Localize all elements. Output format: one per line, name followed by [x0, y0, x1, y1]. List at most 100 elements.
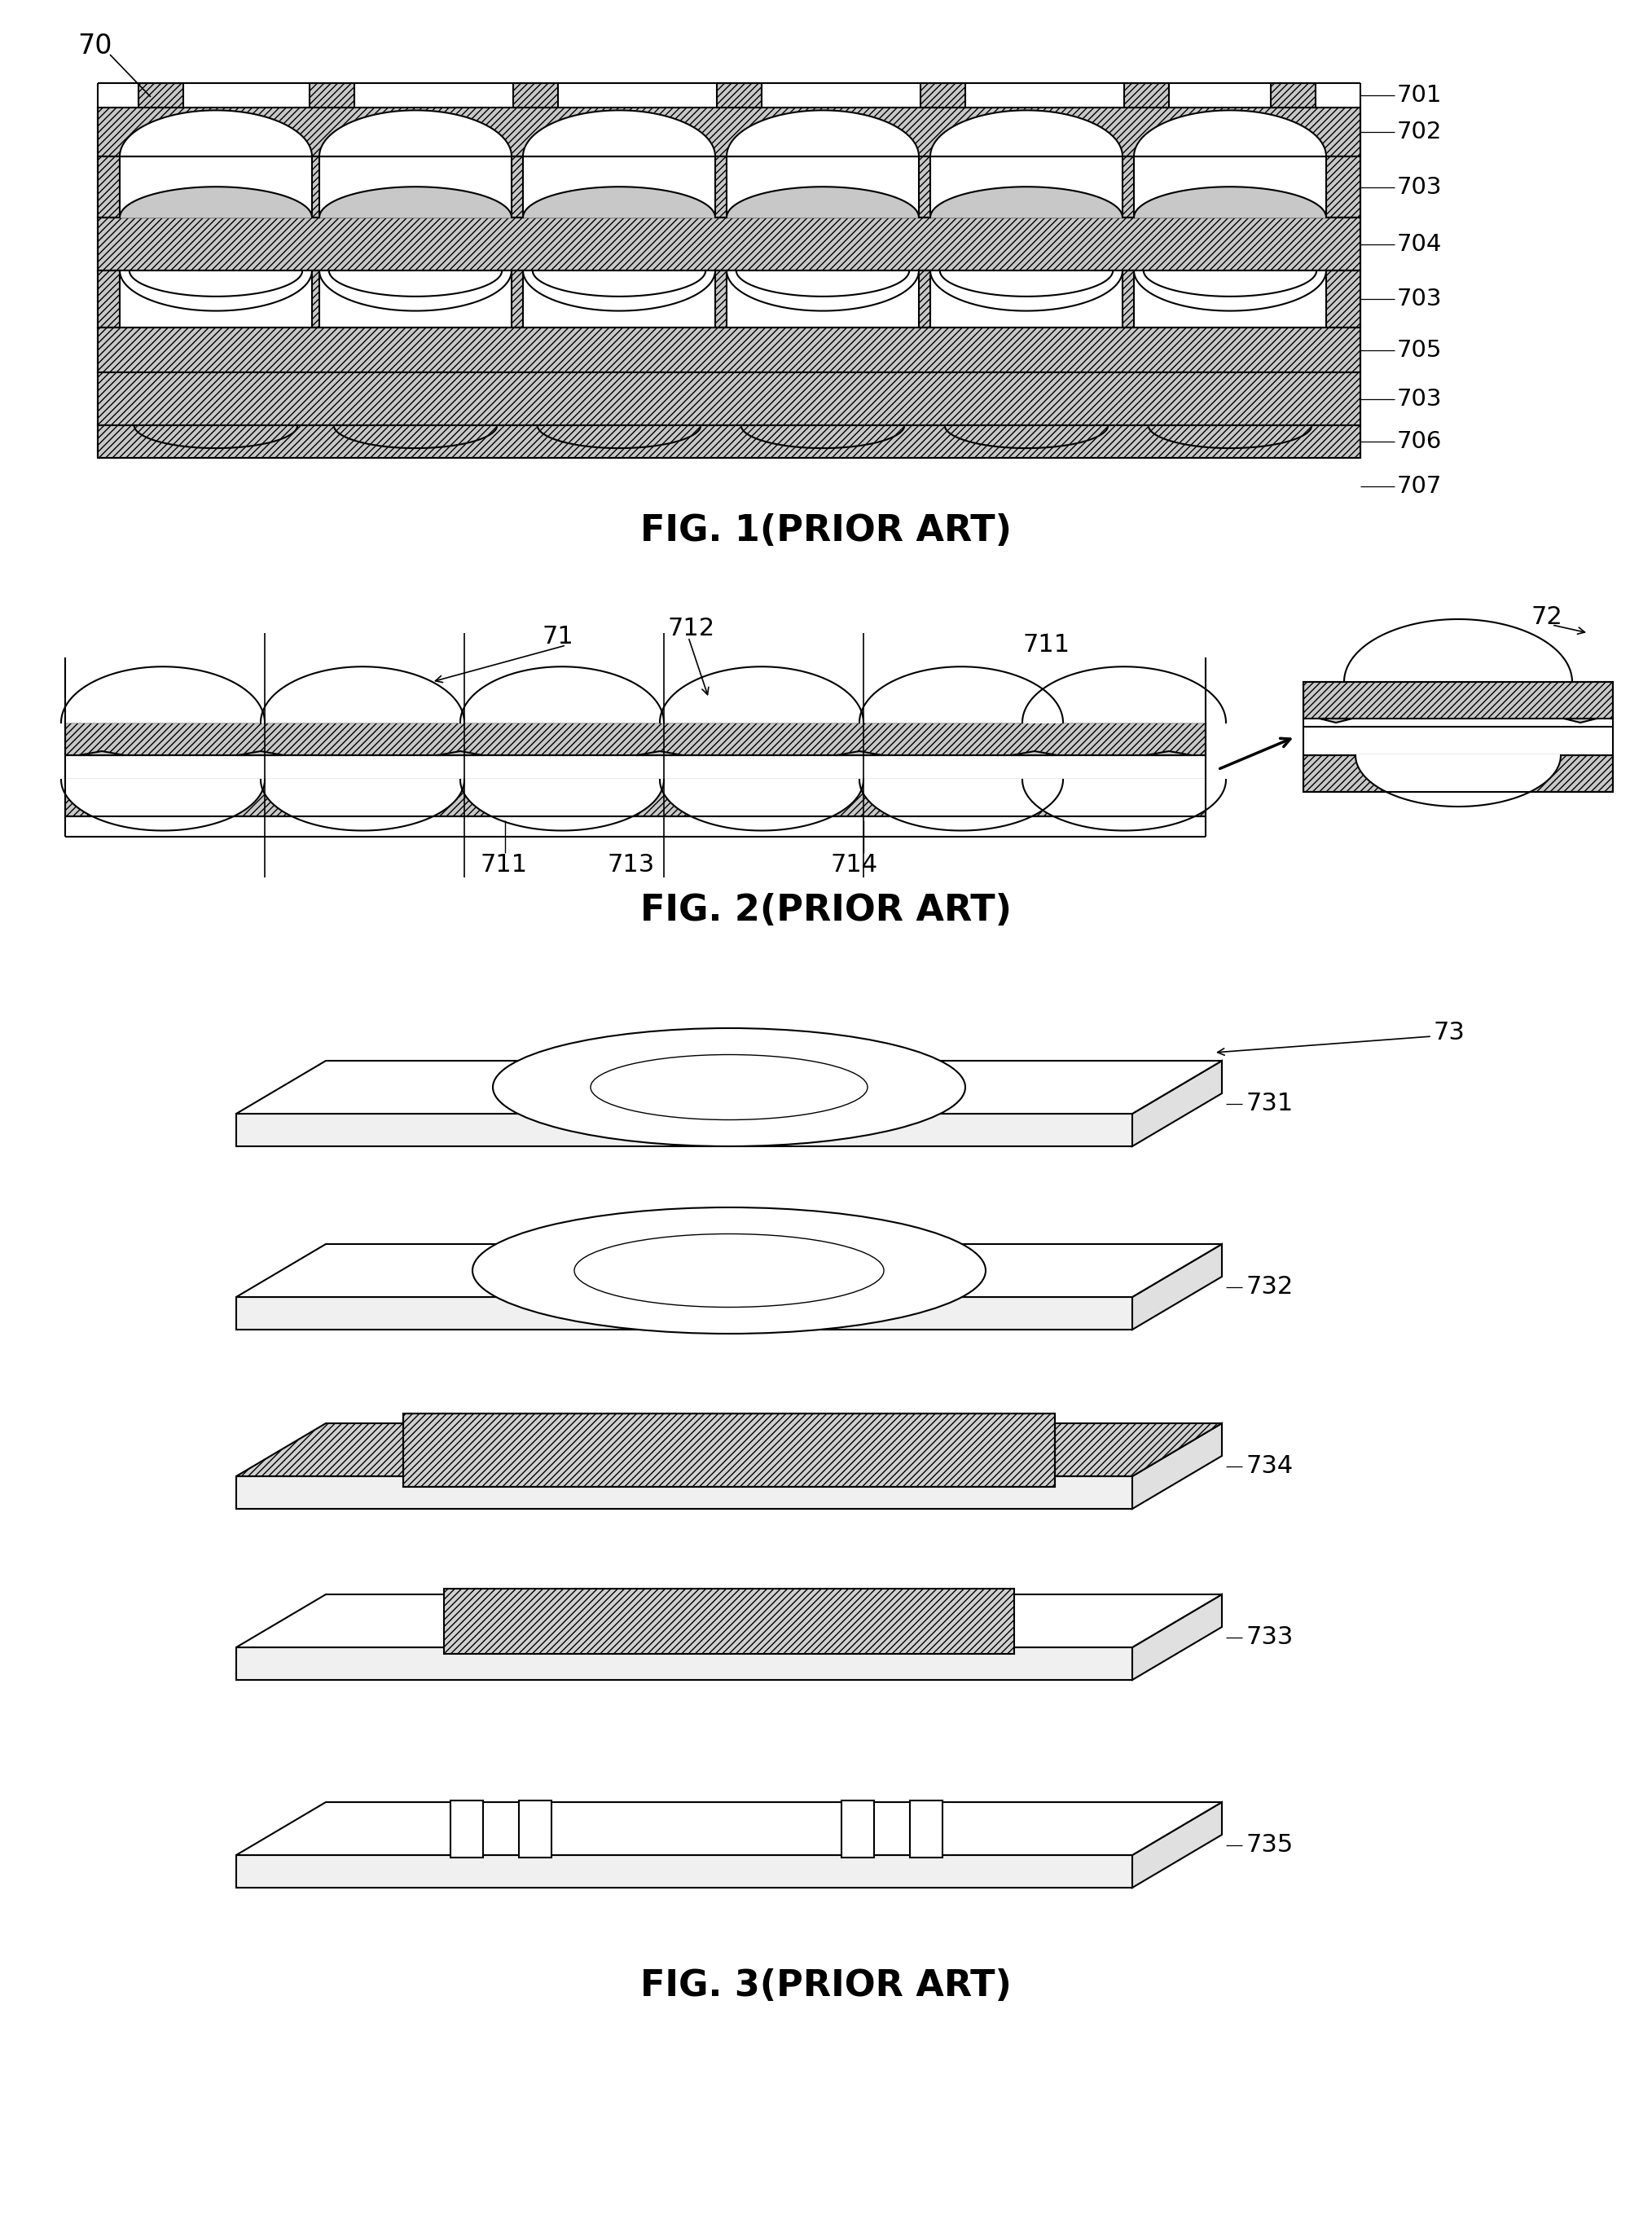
Polygon shape	[1146, 752, 1191, 754]
Polygon shape	[1356, 754, 1561, 806]
Bar	[715, 271, 727, 327]
Polygon shape	[444, 1589, 1014, 1654]
Bar	[715, 157, 727, 217]
Polygon shape	[659, 667, 864, 723]
Polygon shape	[1132, 1061, 1222, 1146]
Polygon shape	[236, 1423, 1222, 1477]
Ellipse shape	[590, 1054, 867, 1119]
Polygon shape	[451, 1799, 482, 1858]
Polygon shape	[236, 1061, 1222, 1115]
Bar	[97, 107, 1360, 157]
Polygon shape	[1132, 1802, 1222, 1887]
Bar	[512, 157, 524, 217]
Polygon shape	[119, 271, 312, 311]
Polygon shape	[403, 1412, 1056, 1486]
Text: 712: 712	[667, 618, 715, 640]
Polygon shape	[524, 110, 715, 157]
Polygon shape	[1132, 1423, 1222, 1508]
Bar	[97, 157, 119, 217]
Polygon shape	[532, 271, 705, 295]
Text: 71: 71	[542, 624, 573, 649]
Polygon shape	[119, 110, 312, 157]
Polygon shape	[737, 271, 909, 295]
Polygon shape	[329, 271, 502, 295]
Text: 703: 703	[1398, 175, 1442, 199]
Polygon shape	[461, 779, 664, 830]
Text: FIG. 3(PRIOR ART): FIG. 3(PRIOR ART)	[641, 1967, 1011, 2003]
Bar	[97, 372, 1360, 425]
Bar	[64, 779, 1206, 817]
Bar	[309, 83, 354, 107]
Polygon shape	[1132, 1593, 1222, 1681]
Text: 72: 72	[1531, 604, 1563, 629]
Polygon shape	[236, 1593, 1222, 1647]
Polygon shape	[1143, 271, 1317, 295]
Polygon shape	[659, 779, 864, 830]
Text: 711: 711	[1023, 633, 1069, 658]
Polygon shape	[461, 667, 664, 723]
Text: 701: 701	[1398, 83, 1442, 107]
Text: 705: 705	[1398, 338, 1442, 360]
Text: 711: 711	[481, 853, 529, 877]
Bar	[1122, 157, 1133, 217]
Text: 703: 703	[1398, 289, 1442, 311]
Bar	[64, 723, 1206, 754]
Text: 731: 731	[1246, 1092, 1294, 1115]
Text: 735: 735	[1246, 1833, 1294, 1858]
Polygon shape	[940, 271, 1113, 295]
Polygon shape	[238, 752, 284, 754]
Polygon shape	[319, 271, 512, 311]
Text: 734: 734	[1246, 1455, 1294, 1477]
Bar	[514, 83, 558, 107]
Polygon shape	[61, 667, 264, 723]
Bar	[1122, 271, 1133, 327]
Polygon shape	[519, 1799, 552, 1858]
Ellipse shape	[472, 1206, 986, 1334]
Bar	[97, 217, 1360, 271]
Polygon shape	[727, 186, 919, 217]
Polygon shape	[1132, 1244, 1222, 1329]
Polygon shape	[1133, 110, 1327, 157]
Text: 707: 707	[1398, 474, 1442, 497]
Polygon shape	[1011, 752, 1057, 754]
Polygon shape	[119, 186, 312, 217]
Text: FIG. 1(PRIOR ART): FIG. 1(PRIOR ART)	[641, 515, 1011, 548]
Polygon shape	[930, 186, 1122, 217]
Bar	[1303, 683, 1612, 718]
Polygon shape	[910, 1799, 943, 1858]
Polygon shape	[261, 667, 464, 723]
Bar	[1123, 83, 1170, 107]
Text: 702: 702	[1398, 121, 1442, 143]
Polygon shape	[859, 667, 1062, 723]
Polygon shape	[1023, 779, 1226, 830]
Text: 714: 714	[831, 853, 879, 877]
Polygon shape	[727, 110, 919, 157]
Polygon shape	[930, 271, 1122, 311]
Bar	[97, 327, 1360, 372]
Polygon shape	[236, 1802, 1222, 1855]
Polygon shape	[1133, 271, 1327, 311]
Polygon shape	[638, 752, 682, 754]
Polygon shape	[1023, 667, 1226, 723]
Polygon shape	[438, 752, 482, 754]
Text: 70: 70	[78, 34, 112, 60]
Polygon shape	[319, 110, 512, 157]
Bar	[1327, 157, 1360, 217]
Text: 733: 733	[1246, 1625, 1294, 1649]
Polygon shape	[524, 271, 715, 311]
Text: 713: 713	[606, 853, 654, 877]
Bar	[139, 83, 183, 107]
Text: 732: 732	[1246, 1276, 1294, 1298]
Polygon shape	[930, 110, 1122, 157]
Polygon shape	[61, 779, 264, 830]
Polygon shape	[1564, 718, 1596, 723]
Bar	[312, 157, 319, 217]
Polygon shape	[1345, 620, 1573, 683]
Polygon shape	[836, 752, 882, 754]
Polygon shape	[236, 1855, 1132, 1887]
Polygon shape	[236, 1647, 1132, 1681]
Polygon shape	[236, 1244, 1222, 1298]
Bar	[312, 271, 319, 327]
Polygon shape	[319, 186, 512, 217]
Text: FIG. 2(PRIOR ART): FIG. 2(PRIOR ART)	[641, 893, 1011, 927]
